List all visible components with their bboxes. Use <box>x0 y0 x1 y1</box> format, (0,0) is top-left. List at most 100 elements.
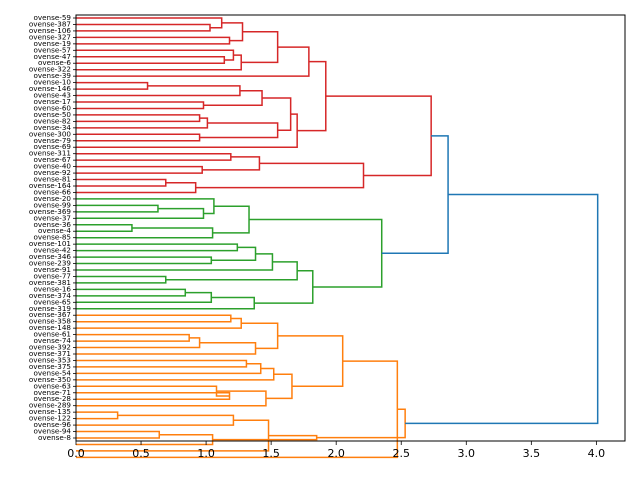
leaf-label: ovense-20 <box>33 194 71 203</box>
x-tick-label: 2.0 <box>327 447 345 460</box>
link-o9 <box>76 367 275 381</box>
leaf-label: ovense-148 <box>29 323 72 332</box>
leaf-label: ovense-43 <box>33 91 71 100</box>
leaf-label: ovense-57 <box>33 45 71 54</box>
link-o7 <box>76 359 248 368</box>
leaf-label: ovense-10 <box>33 78 71 87</box>
link-r4 <box>221 22 244 42</box>
link-o10 <box>76 392 231 400</box>
leaf-label: ovense-67 <box>33 155 71 164</box>
link-r18 <box>262 97 292 132</box>
leaf-label: ovense-374 <box>29 291 72 300</box>
leaf-label: ovense-346 <box>29 252 72 261</box>
leaf-label: ovense-19 <box>33 39 71 48</box>
leaf-label: ovense-106 <box>29 26 72 35</box>
link-o2 <box>76 317 242 329</box>
x-axis: 0.0 0.5 1.0 1.5 2.0 2.5 3.0 3.5 4.0 <box>67 441 605 460</box>
link-o3 <box>76 333 190 342</box>
leaf-label: ovense-40 <box>33 162 71 171</box>
leaf-label: ovense-353 <box>29 355 71 364</box>
leaf-label: ovense-311 <box>29 149 71 158</box>
link-o12 <box>76 390 267 407</box>
leaf-label: ovense-71 <box>33 388 71 397</box>
link-g15 <box>165 261 298 281</box>
leaf-label: ovense-387 <box>29 19 71 28</box>
link-o4 <box>76 337 201 349</box>
leaf-label: ovense-358 <box>29 317 72 326</box>
leaf-label: ovense-28 <box>33 394 71 403</box>
leaf-label: ovense-289 <box>29 401 72 410</box>
link-r25 <box>76 182 197 194</box>
leaf-label: ovense-66 <box>33 187 71 196</box>
link-o11 <box>76 385 230 397</box>
leaf-label: ovense-92 <box>33 168 71 177</box>
leaf-label: ovense-39 <box>33 71 71 80</box>
link-g3 <box>76 198 215 215</box>
leaf-label: ovense-96 <box>33 420 71 429</box>
x-tick-label: 0.5 <box>132 447 150 460</box>
leaf-label: ovense-37 <box>33 213 71 222</box>
leaf-label: ovense-6 <box>38 58 71 67</box>
link-b2 <box>405 193 599 425</box>
link-b1 <box>381 135 449 254</box>
leaf-label: ovense-34 <box>33 123 71 132</box>
x-tick-label: 1.0 <box>197 447 215 460</box>
dendrogram-links <box>76 17 599 459</box>
x-tick-label: 3.0 <box>458 447 476 460</box>
leaf-label: ovense-63 <box>33 381 71 390</box>
leaf-label: ovense-79 <box>33 136 71 145</box>
link-r5 <box>76 56 226 64</box>
leaf-label: ovense-50 <box>33 110 71 119</box>
leaf-label: ovense-164 <box>29 181 72 190</box>
leaf-label: ovense-65 <box>33 297 71 306</box>
leaf-label: ovense-135 <box>29 407 71 416</box>
leaf-label: ovense-54 <box>33 368 71 377</box>
x-tick-label: 2.5 <box>392 447 410 460</box>
leaf-label: ovense-322 <box>29 65 71 74</box>
leaf-label: ovense-82 <box>33 116 71 125</box>
leaf-label: ovense-61 <box>33 330 71 339</box>
leaf-label: ovense-74 <box>33 336 71 345</box>
link-o19 <box>76 419 270 452</box>
link-o14 <box>277 335 344 388</box>
link-r7 <box>76 54 242 71</box>
leaf-label: ovense-350 <box>29 375 72 384</box>
leaf-label: ovense-69 <box>33 142 71 151</box>
link-r2 <box>76 17 223 29</box>
leaf-label: ovense-94 <box>33 427 71 436</box>
leaf-label: ovense-367 <box>29 310 71 319</box>
leaf-label: ovense-16 <box>33 284 71 293</box>
leaf-label: ovense-99 <box>33 200 71 209</box>
leaf-label: ovense-101 <box>29 239 71 248</box>
leaf-label: ovense-60 <box>33 103 71 112</box>
leaf-label: ovense-371 <box>29 349 71 358</box>
link-r11 <box>76 85 241 97</box>
link-r24 <box>76 178 167 187</box>
x-tick-label: 0.0 <box>67 447 85 460</box>
link-o21 <box>76 360 399 459</box>
leaf-label: ovense-36 <box>33 220 71 229</box>
leaf-label: ovense-239 <box>29 259 72 268</box>
leaf-label: ovense-59 <box>33 13 71 22</box>
link-g11 <box>76 275 167 284</box>
leaf-label: ovense-91 <box>33 265 71 274</box>
leaf-label: ovense-81 <box>33 175 71 184</box>
leaf-label: ovense-381 <box>29 278 71 287</box>
leaf-label: ovense-4 <box>38 226 71 235</box>
axes-frame <box>75 14 626 442</box>
leaf-label: ovense-47 <box>33 52 71 61</box>
leaf-label: ovense-375 <box>29 362 71 371</box>
link-r14 <box>76 114 201 123</box>
link-g10 <box>76 253 274 271</box>
link-g6 <box>212 205 250 234</box>
leaf-label: ovense-146 <box>29 84 72 93</box>
link-r26 <box>195 162 365 189</box>
leaf-label: ovense-392 <box>29 343 71 352</box>
x-tick-label: 1.5 <box>262 447 280 460</box>
leaf-label: ovense-122 <box>29 414 71 423</box>
link-o13 <box>265 373 293 400</box>
x-tick-label: 3.5 <box>523 447 541 460</box>
leaf-labels: ovense-59ovense-387ovense-106ovense-327o… <box>29 13 76 442</box>
